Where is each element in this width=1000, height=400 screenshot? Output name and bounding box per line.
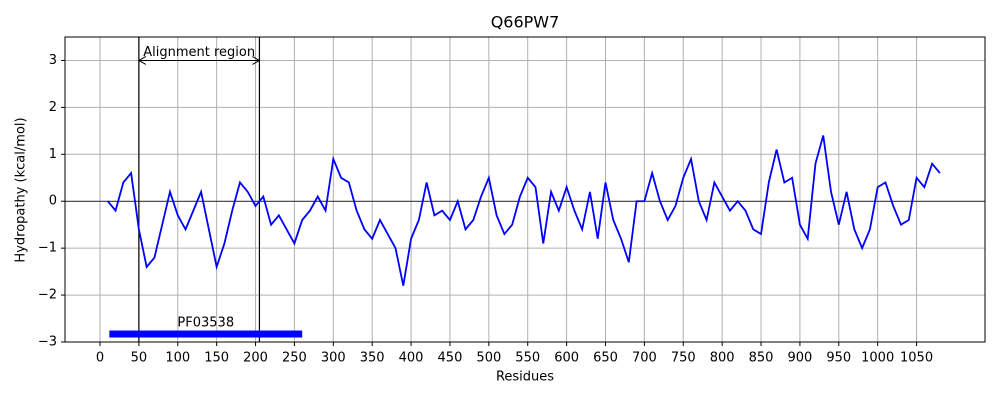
x-tick-label: 600 [554,351,579,366]
x-tick-label: 650 [593,351,618,366]
y-tick-label: 1 [49,147,57,162]
x-tick-label: 550 [515,351,540,366]
y-tick-label: −1 [38,241,57,256]
x-tick-label: 450 [438,351,463,366]
domain-label: PF03538 [177,316,234,331]
x-tick-label: 100 [165,351,190,366]
y-tick-label: 3 [49,53,57,68]
x-tick-label: 400 [399,351,424,366]
plot-frame [64,36,986,343]
x-tick-label: 750 [671,351,696,366]
y-tick-label: −2 [38,288,57,303]
x-tick-label: 1000 [861,351,894,366]
x-tick-label: 800 [710,351,735,366]
x-tick-label: 1050 [900,351,933,366]
hydropathy-line [107,135,941,286]
x-tick-label: 0 [96,351,104,366]
domain-bar [109,330,303,338]
arrow-head [137,56,147,65]
x-tick-label: 700 [632,351,657,366]
x-tick-label: 900 [787,351,812,366]
x-axis-label: Residues [496,370,554,385]
y-tick-label: 2 [49,100,57,115]
x-tick-label: 150 [204,351,229,366]
x-tick-label: 250 [282,351,307,366]
x-tick-label: 950 [826,351,851,366]
y-axis-label: Hydropathy (kcal/mol) [14,117,29,262]
x-tick-label: 300 [321,351,346,366]
region-label: Alignment region [143,45,255,60]
x-tick-label: 850 [749,351,774,366]
chart-title: Q66PW7 [491,13,560,32]
x-tick-label: 350 [360,351,385,366]
x-tick-label: 50 [131,351,148,366]
y-tick-label: −3 [38,335,57,350]
x-tick-label: 500 [476,351,501,366]
arrow-head [252,56,261,65]
y-tick-label: 0 [49,194,57,209]
x-tick-label: 200 [243,351,268,366]
